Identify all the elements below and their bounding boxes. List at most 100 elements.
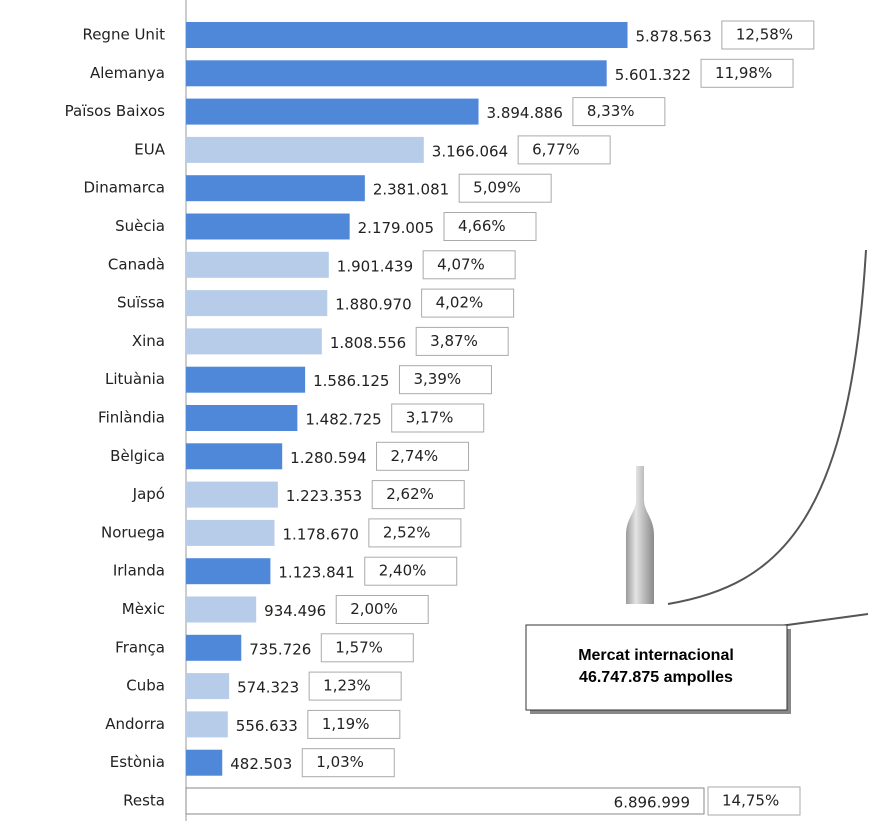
share-label: 4,02% <box>436 294 484 312</box>
category-label: Irlanda <box>113 562 165 580</box>
bar <box>186 366 306 393</box>
bar <box>186 443 283 470</box>
bar <box>186 213 350 240</box>
value-label: 1.223.353 <box>286 487 362 505</box>
callout-curve <box>667 249 867 605</box>
share-label: 2,62% <box>386 485 434 503</box>
share-box <box>307 709 401 739</box>
category-label: Andorra <box>105 715 165 733</box>
share-box <box>335 595 429 624</box>
share-box <box>443 212 537 241</box>
bar <box>186 519 275 546</box>
value-label: 556.633 <box>236 717 298 735</box>
category-label: Dinamarca <box>84 179 166 197</box>
value-label: 1.178.670 <box>283 525 359 543</box>
share-label: 2,40% <box>379 562 427 580</box>
bottle-icon <box>626 466 654 604</box>
share-box <box>415 326 509 356</box>
callout-line <box>779 613 869 627</box>
category-label: Finlàndia <box>98 409 165 427</box>
category-label: Resta <box>123 792 165 810</box>
share-label: 1,19% <box>322 715 370 733</box>
category-label: Alemanya <box>90 64 165 82</box>
share-box <box>707 786 801 816</box>
share-box <box>572 97 666 127</box>
share-label: 2,00% <box>350 600 398 618</box>
share-box <box>364 556 458 586</box>
share-box <box>391 403 485 433</box>
value-label: 1.808.556 <box>330 334 406 352</box>
share-box <box>422 250 516 280</box>
bar <box>186 251 329 278</box>
category-label: França <box>115 638 165 656</box>
value-label: 574.323 <box>237 679 299 697</box>
category-label: Lituània <box>105 370 165 388</box>
share-label: 1,23% <box>323 677 371 695</box>
share-box <box>308 671 402 701</box>
category-label: Suècia <box>115 217 165 235</box>
category-label: Noruega <box>101 523 165 541</box>
bar <box>186 328 322 355</box>
share-box <box>700 58 794 88</box>
bar <box>186 634 242 661</box>
bar <box>185 787 705 815</box>
share-label: 2,74% <box>391 447 439 465</box>
annotation-line: Mercat internacional <box>578 647 734 664</box>
bar <box>186 749 223 776</box>
share-label: 8,33% <box>587 102 635 120</box>
share-box <box>301 748 395 778</box>
share-box <box>517 135 611 165</box>
category-label: Cuba <box>126 677 165 695</box>
share-box <box>368 518 462 548</box>
bar <box>186 558 271 585</box>
bar <box>186 60 607 87</box>
value-label: 2.179.005 <box>358 219 434 237</box>
share-box <box>376 441 470 471</box>
value-label: 1.880.970 <box>335 296 411 314</box>
share-label: 2,52% <box>383 523 431 541</box>
annotation-line: 46.747.875 ampolles <box>579 669 733 686</box>
category-label: Regne Unit <box>82 26 165 44</box>
bar <box>186 673 230 700</box>
value-label: 1.123.841 <box>278 564 354 582</box>
share-label: 12,58% <box>736 26 793 44</box>
share-label: 11,98% <box>715 64 772 82</box>
bar <box>186 405 298 431</box>
value-label: 1.901.439 <box>337 257 413 275</box>
value-label: 1.280.594 <box>290 449 366 467</box>
category-label: Canadà <box>108 255 165 273</box>
category-label: Mèxic <box>122 600 165 618</box>
share-box <box>398 365 492 395</box>
bar <box>186 481 278 508</box>
bar <box>186 98 479 125</box>
bar <box>186 136 424 163</box>
value-label: 3.894.886 <box>487 104 563 122</box>
category-label: Xina <box>132 332 165 350</box>
annotation-box <box>525 624 788 711</box>
bar <box>186 711 228 738</box>
value-label: 735.726 <box>249 640 311 658</box>
share-label: 3,17% <box>406 409 454 427</box>
value-label: 1.482.725 <box>305 411 381 429</box>
share-label: 4,07% <box>437 255 485 273</box>
category-label: EUA <box>134 140 165 158</box>
share-label: 6,77% <box>532 140 580 158</box>
share-label: 4,66% <box>458 217 506 235</box>
share-label: 1,03% <box>316 753 364 771</box>
bar <box>186 22 628 48</box>
value-label: 482.503 <box>230 755 292 773</box>
category-label: Japó <box>132 485 165 503</box>
value-label: 5.878.563 <box>636 28 712 46</box>
value-label: 2.381.081 <box>373 181 449 199</box>
share-label: 3,87% <box>430 332 478 350</box>
value-label: 5.601.322 <box>615 66 691 84</box>
value-label: 3.166.064 <box>432 142 508 160</box>
bar <box>186 596 257 623</box>
share-box <box>458 173 552 203</box>
category-label: Estònia <box>110 753 165 771</box>
category-label: Països Baixos <box>65 102 166 120</box>
share-label: 1,57% <box>335 638 383 656</box>
value-label: 6.896.999 <box>614 794 690 812</box>
value-label: 934.496 <box>264 602 326 620</box>
